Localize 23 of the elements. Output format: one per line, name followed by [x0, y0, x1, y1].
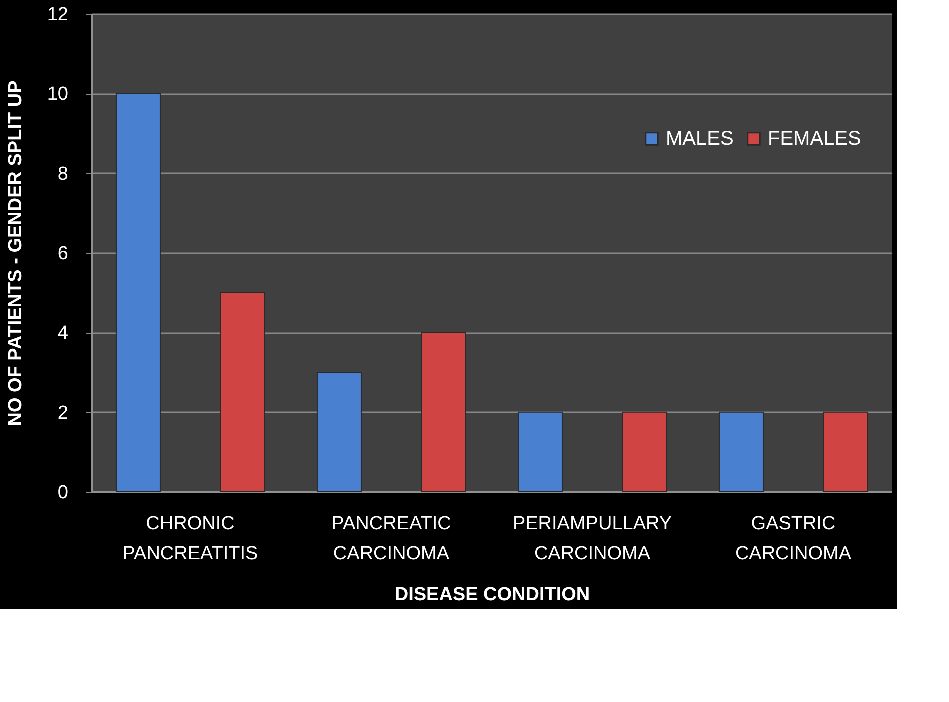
y-tick-label: 8	[58, 164, 68, 185]
y-tick-label: 12	[47, 4, 68, 26]
legend-label: MALES	[666, 128, 734, 150]
bar	[116, 93, 161, 492]
y-tick-label: 4	[58, 323, 69, 344]
bar	[518, 412, 563, 492]
x-tick-label: PANCREATIC CARCINOMA	[332, 514, 452, 564]
legend-label: FEMALES	[768, 128, 862, 150]
x-axis-title: DISEASE CONDITION	[394, 584, 590, 606]
bar	[718, 412, 764, 492]
y-tick-label: 0	[58, 482, 68, 504]
bar	[622, 412, 668, 492]
bar	[823, 412, 868, 492]
y-axis-title: NO OF PATIENTS - GENDER SPLIT UP	[5, 80, 26, 426]
x-tick-label: CHRONIC PANCREATITIS	[122, 514, 258, 564]
y-tick-label: 2	[58, 402, 68, 424]
bar	[220, 292, 266, 492]
bar	[421, 332, 466, 492]
y-tick-label: 6	[58, 244, 68, 264]
bar	[316, 372, 362, 492]
x-tick-label: PERIAMPULLARY CARCINOMA	[512, 514, 672, 564]
y-tick-label: 10	[47, 84, 68, 106]
x-tick-label: GASTRIC CARCINOMA	[735, 514, 852, 564]
